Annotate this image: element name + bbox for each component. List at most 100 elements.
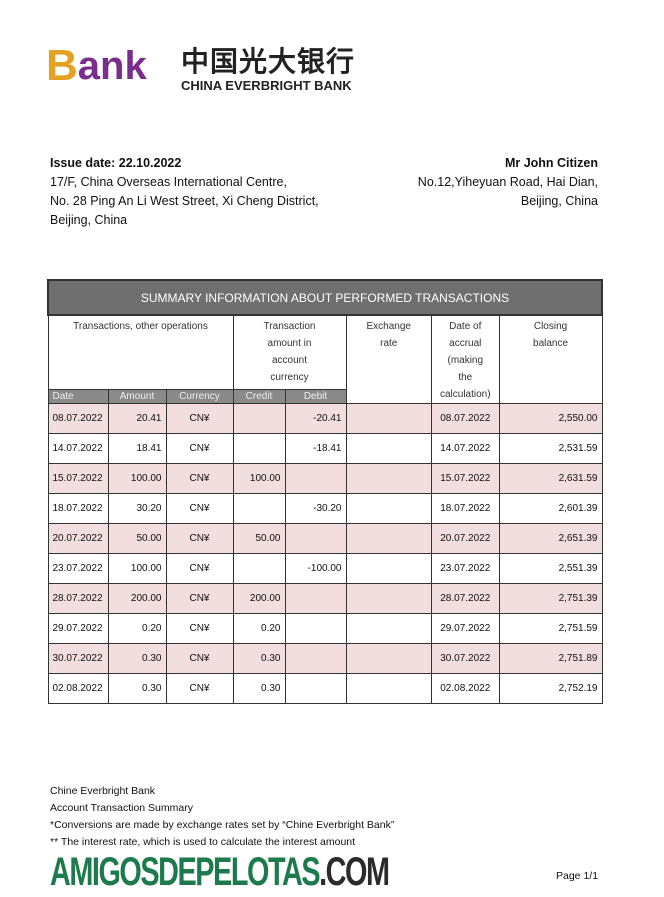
cell-balance: 2,550.00 <box>498 403 603 434</box>
issuer-line: Beijing, China <box>50 213 128 227</box>
issuer-line: 17/F, China Overseas International Centr… <box>50 175 287 189</box>
cell-currency: CN¥ <box>165 463 234 494</box>
cell-currency: CN¥ <box>165 523 234 554</box>
cell-balance: 2,751.89 <box>498 643 603 674</box>
cell-credit <box>232 493 286 524</box>
cell-rate <box>345 463 432 494</box>
cell-rate <box>345 433 432 464</box>
table-row: 20.07.2022 50.00 CN¥ 50.00 20.07.2022 2,651.3… <box>47 523 603 554</box>
table-row: 15.07.2022 100.00 CN¥ 100.00 15.07.2022 2,631… <box>47 463 603 494</box>
cell-currency: CN¥ <box>165 643 234 674</box>
cell-debit <box>284 673 347 704</box>
cell-rate <box>345 583 432 614</box>
subheader-amount: Amount <box>107 388 167 404</box>
cell-amount: 100.00 <box>107 463 167 494</box>
cell-accrual: 23.07.2022 <box>430 553 500 584</box>
recipient-line: Beijing, China <box>520 194 598 208</box>
cell-amount: 0.30 <box>107 643 167 674</box>
cell-currency: CN¥ <box>165 553 234 584</box>
cell-balance: 2,651.39 <box>498 523 603 554</box>
cell-debit <box>284 583 347 614</box>
cell-currency: CN¥ <box>165 433 234 464</box>
transactions-table: SUMMARY INFORMATION ABOUT PERFORMED TRAN… <box>47 279 603 704</box>
cell-accrual: 20.07.2022 <box>430 523 500 554</box>
cell-rate <box>345 403 432 434</box>
cell-accrual: 28.07.2022 <box>430 583 500 614</box>
cell-amount: 30.20 <box>107 493 167 524</box>
table-row: 28.07.2022 200.00 CN¥ 200.00 28.07.2022 2,751… <box>47 583 603 614</box>
subheader-credit: Credit <box>232 388 286 404</box>
cell-amount: 20.41 <box>107 403 167 434</box>
issuer-line: No. 28 Ping An Li West Street, Xi Cheng … <box>50 194 319 208</box>
cell-amount: 100.00 <box>107 553 167 584</box>
cell-date: 08.07.2022 <box>47 403 109 434</box>
issuer-address: Issue date: 22.10.2022 17/F, China Overs… <box>50 154 319 230</box>
watermark: AMIGOSDEPELOTAS.COM <box>50 850 390 894</box>
cell-balance: 2,751.39 <box>498 583 603 614</box>
cell-rate <box>345 673 432 704</box>
cell-date: 30.07.2022 <box>47 643 109 674</box>
header-exchange-rate: Exchange rate <box>345 314 432 404</box>
cell-date: 15.07.2022 <box>47 463 109 494</box>
cell-debit: -20.41 <box>284 403 347 434</box>
cell-amount: 50.00 <box>107 523 167 554</box>
cell-rate <box>345 493 432 524</box>
header-closing-balance: Closing balance <box>498 314 603 404</box>
cell-accrual: 30.07.2022 <box>430 643 500 674</box>
cell-balance: 2,752.19 <box>498 673 603 704</box>
cell-credit: 0.30 <box>232 643 286 674</box>
bank-name-chinese: 中国光大银行 <box>181 45 356 78</box>
logo-b: B <box>46 41 78 90</box>
cell-amount: 0.30 <box>107 673 167 704</box>
cell-date: 14.07.2022 <box>47 433 109 464</box>
cell-debit <box>284 463 347 494</box>
cell-balance: 2,601.39 <box>498 493 603 524</box>
header-transaction-amount: Transaction amount in account currency <box>232 314 347 390</box>
cell-accrual: 29.07.2022 <box>430 613 500 644</box>
cell-amount: 18.41 <box>107 433 167 464</box>
cell-credit <box>232 553 286 584</box>
cell-debit <box>284 523 347 554</box>
logo-ank: ank <box>77 44 147 88</box>
recipient-address: Mr John Citizen No.12,Yiheyuan Road, Hai… <box>418 154 598 211</box>
table-row: 23.07.2022 100.00 CN¥ -100.00 23.07.2022 2,55… <box>47 553 603 584</box>
cell-debit: -18.41 <box>284 433 347 464</box>
cell-currency: CN¥ <box>165 403 234 434</box>
cell-date: 23.07.2022 <box>47 553 109 584</box>
cell-date: 29.07.2022 <box>47 613 109 644</box>
cell-currency: CN¥ <box>165 583 234 614</box>
cell-credit: 100.00 <box>232 463 286 494</box>
page-number: Page 1/1 <box>556 870 599 882</box>
cell-date: 18.07.2022 <box>47 493 109 524</box>
footer-line: *Conversions are made by exchange rates … <box>50 819 395 831</box>
footer-line: Chine Everbright Bank <box>50 785 156 797</box>
cell-credit <box>232 433 286 464</box>
bank-name-english: CHINA EVERBRIGHT BANK <box>181 78 352 93</box>
cell-accrual: 15.07.2022 <box>430 463 500 494</box>
cell-balance: 2,551.39 <box>498 553 603 584</box>
footer-line: ** The interest rate, which is used to c… <box>50 836 356 848</box>
subheader-debit: Debit <box>284 388 347 404</box>
cell-date: 20.07.2022 <box>47 523 109 554</box>
cell-accrual: 02.08.2022 <box>430 673 500 704</box>
cell-currency: CN¥ <box>165 673 234 704</box>
cell-credit: 0.30 <box>232 673 286 704</box>
cell-debit: -100.00 <box>284 553 347 584</box>
cell-amount: 200.00 <box>107 583 167 614</box>
footer-notes: Chine Everbright Bank Account Transactio… <box>50 783 394 851</box>
header-date-of-accrual: Date of accrual (making the calculation) <box>430 314 500 404</box>
cell-date: 28.07.2022 <box>47 583 109 614</box>
cell-balance: 2,531.59 <box>498 433 603 464</box>
subheader-date: Date <box>47 388 109 404</box>
cell-balance: 2,631.59 <box>498 463 603 494</box>
cell-rate <box>345 643 432 674</box>
cell-date: 02.08.2022 <box>47 673 109 704</box>
cell-rate <box>345 523 432 554</box>
watermark-main: AMIGOSDEPELOTAS <box>50 850 321 894</box>
table-row: 29.07.2022 0.20 CN¥ 0.20 29.07.2022 2,751.59 <box>47 613 603 644</box>
cell-accrual: 08.07.2022 <box>430 403 500 434</box>
subheader-currency: Currency <box>165 388 234 404</box>
cell-accrual: 18.07.2022 <box>430 493 500 524</box>
